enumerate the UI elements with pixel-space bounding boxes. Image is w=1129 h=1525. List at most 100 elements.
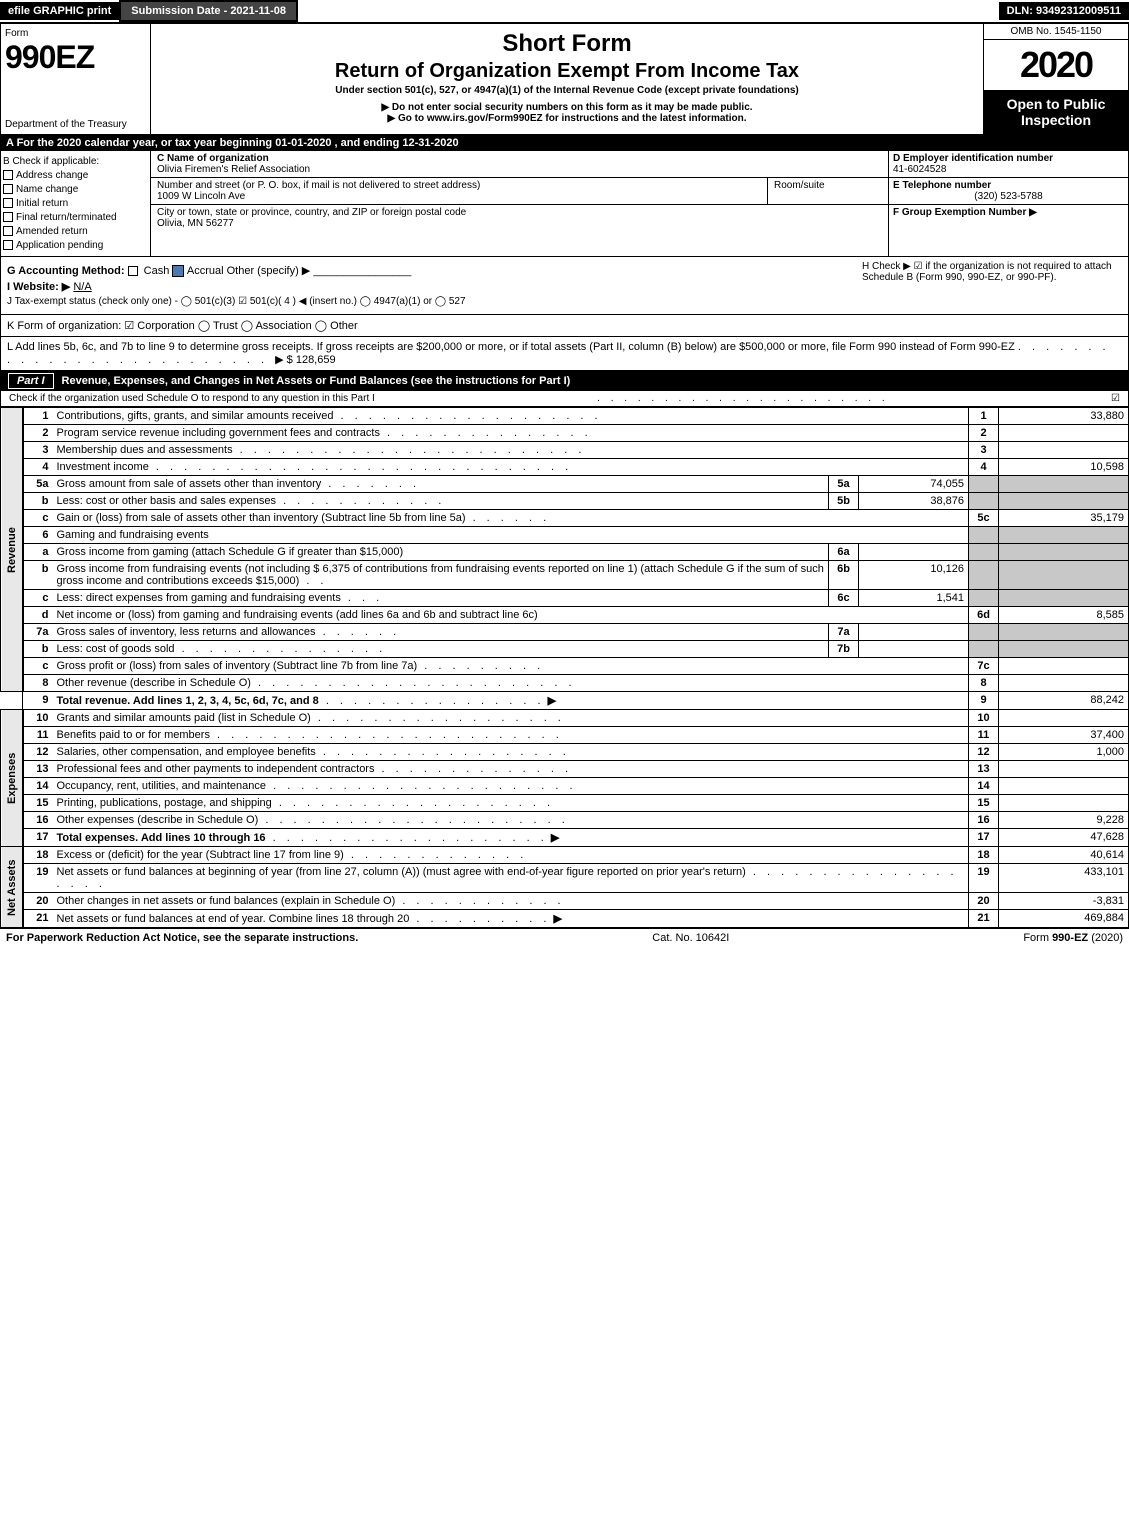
l8-num: 8 [23,675,53,692]
part1-header: Part I Revenue, Expenses, and Changes in… [0,371,1129,391]
l5b-num: b [23,493,53,510]
chk-accrual[interactable] [172,265,184,277]
l17-num: 17 [23,829,53,847]
l13-rv [999,761,1129,778]
l6-desc: Gaming and fundraising events [53,527,969,544]
l5a-desc: Gross amount from sale of assets other t… [53,476,829,493]
l5a-rn [969,476,999,493]
l4-desc: Investment income . . . . . . . . . . . … [53,459,969,476]
l13-rn: 13 [969,761,999,778]
block-bcdef: B Check if applicable: Address change Na… [0,151,1129,257]
k-form-org: K Form of organization: ☑ Corporation ◯ … [0,315,1129,337]
l8-desc: Other revenue (describe in Schedule O) .… [53,675,969,692]
l14-rv [999,778,1129,795]
l6a-desc: Gross income from gaming (attach Schedul… [53,544,829,561]
l12-desc: Salaries, other compensation, and employ… [53,744,969,761]
l6d-desc: Net income or (loss) from gaming and fun… [53,607,969,624]
subtitle-link[interactable]: ▶ Go to www.irs.gov/Form990EZ for instru… [155,113,979,124]
l1-num: 1 [23,408,53,425]
b-title: B Check if applicable: [3,156,148,167]
l2-rn: 2 [969,425,999,442]
open-public: Open to Public Inspection [984,90,1128,134]
header-left: Form 990EZ Department of the Treasury [1,24,151,134]
l16-num: 16 [23,812,53,829]
l6b-rv [999,561,1129,590]
l7a-rn [969,624,999,641]
l1-desc: Contributions, gifts, grants, and simila… [53,408,969,425]
l3-rv [999,442,1129,459]
l6b-rn [969,561,999,590]
website-val: N/A [73,281,91,293]
l15-num: 15 [23,795,53,812]
l11-rn: 11 [969,727,999,744]
l6d-num: d [23,607,53,624]
top-bar: efile GRAPHIC print Submission Date - 20… [0,0,1129,23]
l10-rv [999,710,1129,727]
l16-rv: 9,228 [999,812,1129,829]
l6c-num: c [23,590,53,607]
l14-desc: Occupancy, rent, utilities, and maintena… [53,778,969,795]
l6d-rn: 6d [969,607,999,624]
chk-amended[interactable]: Amended return [3,226,148,237]
l8-rn: 8 [969,675,999,692]
f-label: F Group Exemption Number ▶ [893,207,1037,218]
l16-rn: 16 [969,812,999,829]
lines-table: Revenue 1 Contributions, gifts, grants, … [0,407,1129,928]
l7c-rn: 7c [969,658,999,675]
l16-desc: Other expenses (describe in Schedule O) … [53,812,969,829]
chk-initial[interactable]: Initial return [3,198,148,209]
l5b-desc: Less: cost or other basis and sales expe… [53,493,829,510]
l7c-rv [999,658,1129,675]
efile-label[interactable]: efile GRAPHIC print [0,2,119,20]
l21-num: 21 [23,910,53,928]
l9-desc: Total revenue. Add lines 1, 2, 3, 4, 5c,… [53,692,969,710]
subtitle-section: Under section 501(c), 527, or 4947(a)(1)… [155,85,979,96]
l12-num: 12 [23,744,53,761]
l2-desc: Program service revenue including govern… [53,425,969,442]
l12-rv: 1,000 [999,744,1129,761]
l7b-mn: 7b [829,641,859,658]
l6c-mv: 1,541 [859,590,969,607]
l1-rn: 1 [969,408,999,425]
l12-rn: 12 [969,744,999,761]
header-center: Short Form Return of Organization Exempt… [151,24,983,134]
l2-num: 2 [23,425,53,442]
l6c-mn: 6c [829,590,859,607]
footer-right: Form 990-EZ (2020) [1023,932,1123,944]
h-check: H Check ▶ ☑ if the organization is not r… [862,261,1122,283]
l9-rv: 88,242 [999,692,1129,710]
l7a-desc: Gross sales of inventory, less returns a… [53,624,829,641]
l18-num: 18 [23,847,53,864]
l21-desc: Net assets or fund balances at end of ye… [53,910,969,928]
l7b-rn [969,641,999,658]
l6b-desc: Gross income from fundraising events (no… [53,561,829,590]
l7c-num: c [23,658,53,675]
l10-num: 10 [23,710,53,727]
l4-num: 4 [23,459,53,476]
l19-desc: Net assets or fund balances at beginning… [53,864,969,893]
l7a-mn: 7a [829,624,859,641]
row-a-dates: A For the 2020 calendar year, or tax yea… [0,135,1129,151]
dln-label: DLN: 93492312009511 [999,2,1129,20]
omb-number: OMB No. 1545-1150 [984,24,1128,40]
d-val: 41-6024528 [893,164,946,175]
chk-address[interactable]: Address change [3,170,148,181]
l6-rv [999,527,1129,544]
l9-rn: 9 [969,692,999,710]
c-city-block: City or town, state or province, country… [151,205,888,231]
chk-pending[interactable]: Application pending [3,240,148,251]
form-word: Form [5,28,146,39]
title-return: Return of Organization Exempt From Incom… [155,60,979,83]
tax-year: 2020 [984,40,1128,90]
j-status: J Tax-exempt status (check only one) - ◯… [7,296,1122,307]
chk-cash[interactable] [128,266,138,276]
l21-rv: 469,884 [999,910,1129,928]
sidebar-netassets: Net Assets [1,847,23,928]
chk-name[interactable]: Name change [3,184,148,195]
submission-date: Submission Date - 2021-11-08 [119,0,298,22]
l5c-rn: 5c [969,510,999,527]
page-footer: For Paperwork Reduction Act Notice, see … [0,928,1129,947]
title-short-form: Short Form [155,30,979,58]
sidebar-expenses: Expenses [1,710,23,847]
chk-final[interactable]: Final return/terminated [3,212,148,223]
